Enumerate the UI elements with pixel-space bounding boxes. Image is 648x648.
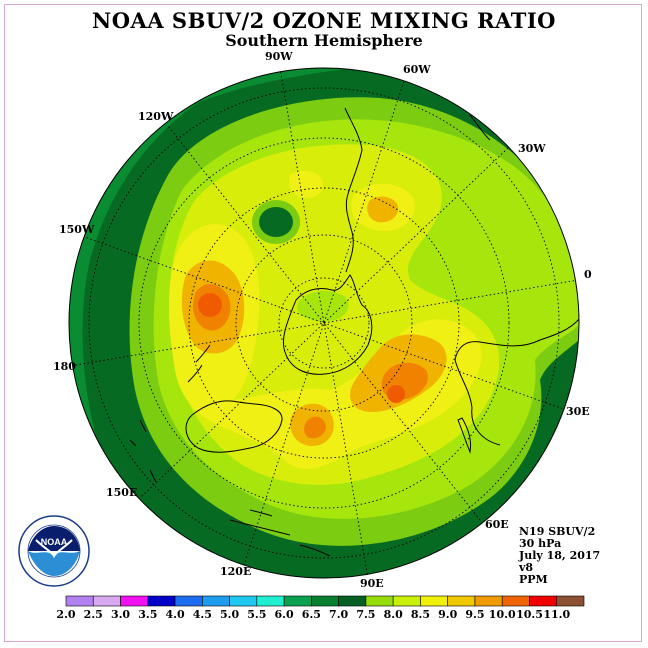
coastline-madagascar — [457, 417, 471, 454]
coastline-australia — [185, 400, 283, 453]
colorbar-tick-label: 7.5 — [356, 608, 376, 621]
latitude-circle — [88, 87, 560, 559]
colorbar-swatch — [365, 595, 394, 607]
latitude-circle — [278, 277, 370, 369]
colorbar-swatch — [311, 595, 339, 607]
noaa-logo-text: NOAA — [41, 537, 68, 547]
map-boundary — [68, 67, 580, 579]
colorbar-swatch — [447, 595, 476, 607]
lon-label-150e: 150E — [106, 486, 138, 499]
info-block: N19 SBUV/2 30 hPa July 18, 2017 v8 PPM — [519, 526, 600, 586]
colorbar-tick-label: 5.5 — [247, 608, 267, 621]
meridian-30w-150e — [139, 147, 509, 499]
colorbar-tick-label: 9.0 — [438, 608, 458, 621]
ozone-field — [69, 68, 579, 578]
colorbar-swatch — [392, 595, 421, 607]
colorbar-swatch — [420, 595, 448, 607]
colorbar-swatch — [174, 595, 203, 607]
page-frame — [4, 4, 642, 642]
info-date: July 18, 2017 — [519, 549, 601, 562]
lon-label-150w: 150W — [59, 223, 95, 236]
colorbar-swatch — [229, 595, 258, 607]
colorbar-tick-label: 6.0 — [274, 608, 294, 621]
colorbar-tick-label: 9.5 — [465, 608, 485, 621]
coastline-arabia — [519, 469, 571, 525]
lon-label-0: 0 — [584, 268, 592, 281]
meridian-0-180 — [69, 279, 579, 367]
colorbar-swatch — [65, 595, 94, 607]
info-satellite: N19 SBUV/2 — [519, 525, 596, 538]
lon-label-30w: 30W — [518, 142, 546, 155]
colorbar-tick-label: 8.0 — [383, 608, 403, 621]
ozone-band-10.5 — [198, 293, 222, 317]
colorbar-swatch — [256, 595, 285, 607]
colorbar-tick-label: 2.5 — [83, 608, 103, 621]
latitude-circle — [235, 234, 413, 412]
coastline-africa — [454, 317, 579, 446]
lon-label-60e: 60E — [485, 518, 509, 531]
colorbar-tick-label: 4.5 — [192, 608, 212, 621]
latitude-circle — [188, 187, 460, 459]
colorbar-swatch — [556, 595, 585, 607]
colorbar-tick-label: 11.0 — [543, 608, 571, 621]
ozone-band-7.0 — [259, 207, 293, 237]
colorbar-tick-label: 6.5 — [301, 608, 321, 621]
lon-label-90e: 90E — [360, 577, 384, 590]
colorbar-tick-label: 10.5 — [516, 608, 543, 621]
ozone-band-8.0 — [297, 290, 349, 322]
graticule — [69, 68, 579, 578]
info-pressure-level: 30 hPa — [519, 537, 562, 550]
colorbar-swatch — [474, 595, 503, 607]
colorbar-swatch — [147, 595, 176, 607]
coastline-new-zealand — [187, 344, 211, 383]
lon-label-60w: 60W — [403, 63, 431, 76]
colorbar-swatch — [529, 595, 558, 607]
colorbar-swatch — [501, 595, 530, 607]
coastline-indonesia — [229, 509, 331, 557]
lon-label-30e: 30E — [566, 405, 590, 418]
colorbar — [65, 595, 585, 607]
colorbar-tick-label: 3.5 — [138, 608, 158, 621]
info-version: v8 — [519, 561, 534, 574]
ozone-band-10.0 — [304, 416, 326, 439]
colorbar-swatch — [120, 595, 149, 607]
colorbar-tick-label: 3.0 — [110, 608, 131, 621]
colorbar-swatch — [92, 595, 121, 607]
map-subtitle: Southern Hemisphere — [225, 31, 423, 50]
ozone-band-9.0 — [289, 170, 324, 198]
noaa-logo: NOAA — [18, 515, 90, 587]
meridian-30e-150w — [81, 235, 567, 411]
colorbar-tick-label: 2.0 — [56, 608, 76, 621]
coastline-pacific-islands — [129, 419, 157, 483]
colorbar-swatch — [202, 595, 230, 607]
colorbar-tick-label: 8.5 — [410, 608, 430, 621]
map-title: NOAA SBUV/2 OZONE MIXING RATIO — [92, 8, 556, 33]
ozone-band-9.5 — [367, 196, 399, 223]
lon-label-120e: 120E — [220, 565, 252, 578]
lon-label-90w: 90W — [265, 50, 293, 63]
colorbar-tick-label: 7.0 — [329, 608, 349, 621]
ozone-band-9.0 — [169, 223, 482, 470]
ozone-band-10.5 — [387, 385, 405, 403]
info-units: PPM — [519, 573, 548, 586]
coastline-antarctica — [282, 274, 373, 375]
lon-label-120w: 120W — [138, 110, 174, 123]
lon-label-180: 180 — [53, 360, 76, 373]
latitude-circle — [138, 137, 510, 509]
colorbar-tick-label: 5.0 — [220, 608, 240, 621]
colorbar-swatch — [283, 595, 312, 607]
colorbar-swatch — [338, 595, 367, 607]
colorbar-tick-label: 10.0 — [488, 608, 516, 621]
coastline-south-america — [344, 107, 363, 273]
colorbar-tick-label: 4.0 — [165, 608, 185, 621]
